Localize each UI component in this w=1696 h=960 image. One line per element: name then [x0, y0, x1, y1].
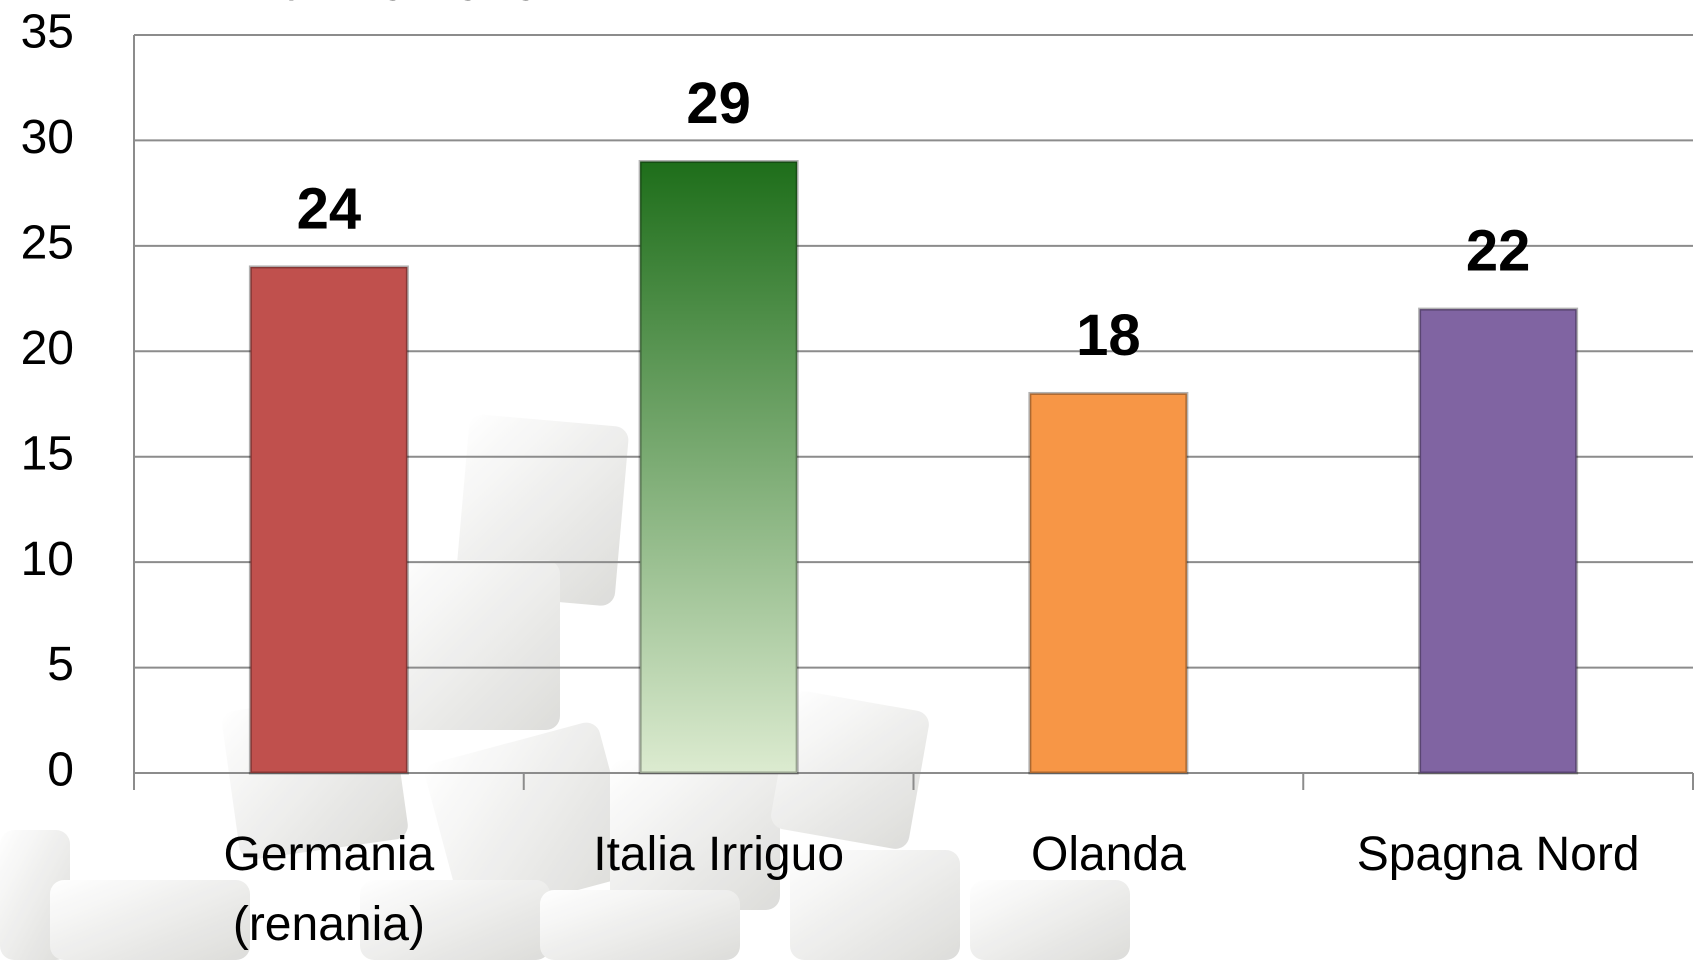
- bar: [1420, 309, 1577, 773]
- x-tick-label: Olanda: [933, 820, 1283, 890]
- y-tick-label: 0: [47, 744, 74, 797]
- bar: [1030, 393, 1187, 773]
- x-tick-label: Spagna Nord: [1323, 820, 1673, 890]
- y-tick-label: 10: [21, 533, 74, 586]
- data-label: 22: [1466, 218, 1531, 283]
- data-label: 18: [1076, 303, 1141, 368]
- x-tick-label: Italia Irriguo: [544, 820, 894, 890]
- page: Costo €/ha barbabietola -10 0 5 10 15 20 25 30…: [0, 0, 1696, 960]
- x-tick-label: Germania (renania): [154, 820, 504, 959]
- y-tick-label: 25: [21, 217, 74, 270]
- bar: [640, 162, 797, 773]
- chart: Costo €/ha barbabietola -10 0 5 10 15 20 25 30…: [0, 0, 1696, 960]
- data-label: 29: [686, 71, 751, 136]
- y-tick-label: 30: [21, 111, 74, 164]
- y-tick-label: 35: [21, 6, 74, 59]
- y-tick-label: 20: [21, 322, 74, 375]
- chart-title: Costo €/ha barbabietola -10: [110, 0, 752, 12]
- bar: [250, 267, 407, 773]
- data-label: 24: [297, 176, 362, 241]
- y-tick-label: 5: [47, 638, 74, 691]
- y-tick-label: 15: [21, 427, 74, 480]
